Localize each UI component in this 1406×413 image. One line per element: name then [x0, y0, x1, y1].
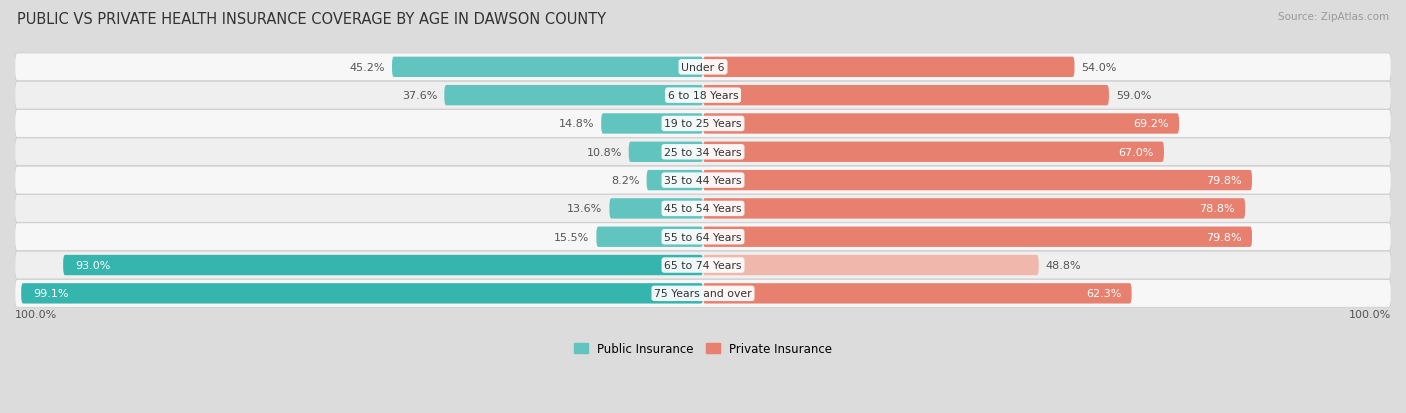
Text: 99.1%: 99.1% — [34, 289, 69, 299]
Text: 93.0%: 93.0% — [76, 261, 111, 271]
FancyBboxPatch shape — [15, 54, 1391, 81]
Text: 78.8%: 78.8% — [1199, 204, 1234, 214]
FancyBboxPatch shape — [602, 114, 703, 134]
Text: 45 to 54 Years: 45 to 54 Years — [664, 204, 742, 214]
Legend: Public Insurance, Private Insurance: Public Insurance, Private Insurance — [569, 337, 837, 360]
FancyBboxPatch shape — [15, 223, 1391, 251]
Text: 8.2%: 8.2% — [612, 176, 640, 186]
Text: 59.0%: 59.0% — [1116, 91, 1152, 101]
FancyBboxPatch shape — [609, 199, 703, 219]
Text: 15.5%: 15.5% — [554, 232, 589, 242]
Text: 62.3%: 62.3% — [1085, 289, 1122, 299]
FancyBboxPatch shape — [15, 110, 1391, 138]
FancyBboxPatch shape — [15, 195, 1391, 223]
FancyBboxPatch shape — [703, 283, 1132, 304]
Text: 69.2%: 69.2% — [1133, 119, 1168, 129]
FancyBboxPatch shape — [703, 114, 1180, 134]
Text: 79.8%: 79.8% — [1206, 232, 1241, 242]
FancyBboxPatch shape — [15, 167, 1391, 195]
Text: 45.2%: 45.2% — [350, 63, 385, 73]
Text: Under 6: Under 6 — [682, 63, 724, 73]
Text: 37.6%: 37.6% — [402, 91, 437, 101]
Text: 79.8%: 79.8% — [1206, 176, 1241, 186]
FancyBboxPatch shape — [392, 57, 703, 78]
FancyBboxPatch shape — [15, 82, 1391, 110]
Text: 54.0%: 54.0% — [1081, 63, 1116, 73]
Text: 100.0%: 100.0% — [15, 309, 58, 319]
FancyBboxPatch shape — [15, 252, 1391, 279]
FancyBboxPatch shape — [628, 142, 703, 163]
Text: 67.0%: 67.0% — [1118, 147, 1154, 157]
FancyBboxPatch shape — [703, 142, 1164, 163]
FancyBboxPatch shape — [703, 86, 1109, 106]
FancyBboxPatch shape — [444, 86, 703, 106]
Text: 65 to 74 Years: 65 to 74 Years — [664, 261, 742, 271]
FancyBboxPatch shape — [703, 227, 1251, 247]
Text: 100.0%: 100.0% — [1348, 309, 1391, 319]
FancyBboxPatch shape — [596, 227, 703, 247]
FancyBboxPatch shape — [703, 57, 1074, 78]
FancyBboxPatch shape — [703, 255, 1039, 275]
FancyBboxPatch shape — [15, 139, 1391, 166]
Text: 19 to 25 Years: 19 to 25 Years — [664, 119, 742, 129]
FancyBboxPatch shape — [21, 283, 703, 304]
FancyBboxPatch shape — [703, 199, 1246, 219]
Text: 35 to 44 Years: 35 to 44 Years — [664, 176, 742, 186]
Text: 48.8%: 48.8% — [1046, 261, 1081, 271]
Text: PUBLIC VS PRIVATE HEALTH INSURANCE COVERAGE BY AGE IN DAWSON COUNTY: PUBLIC VS PRIVATE HEALTH INSURANCE COVER… — [17, 12, 606, 27]
FancyBboxPatch shape — [15, 280, 1391, 308]
Text: 55 to 64 Years: 55 to 64 Years — [664, 232, 742, 242]
Text: 13.6%: 13.6% — [567, 204, 603, 214]
Text: 6 to 18 Years: 6 to 18 Years — [668, 91, 738, 101]
Text: 75 Years and over: 75 Years and over — [654, 289, 752, 299]
Text: 14.8%: 14.8% — [558, 119, 595, 129]
FancyBboxPatch shape — [63, 255, 703, 275]
Text: 25 to 34 Years: 25 to 34 Years — [664, 147, 742, 157]
Text: Source: ZipAtlas.com: Source: ZipAtlas.com — [1278, 12, 1389, 22]
FancyBboxPatch shape — [647, 171, 703, 191]
FancyBboxPatch shape — [703, 171, 1251, 191]
Text: 10.8%: 10.8% — [586, 147, 621, 157]
